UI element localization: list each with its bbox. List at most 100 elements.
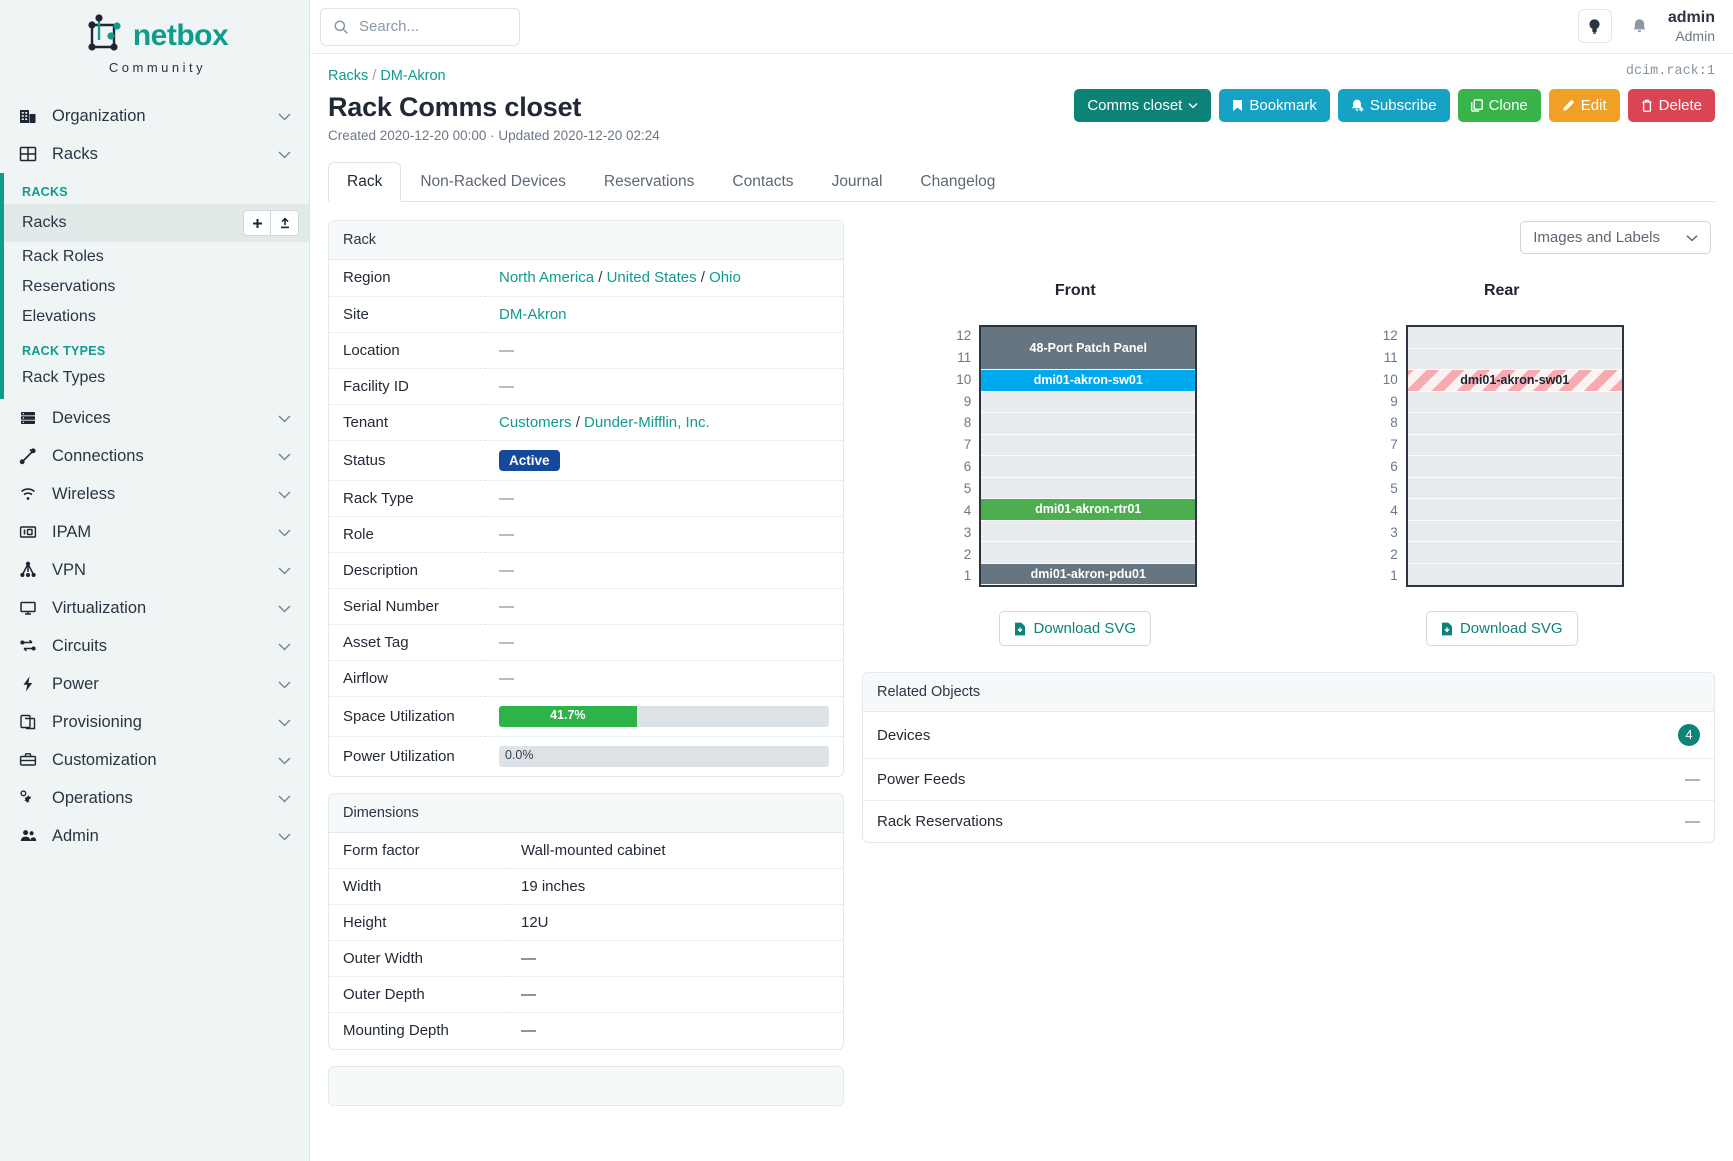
related-objects-card: Related Objects Devices 4 Power Feeds — …	[862, 672, 1715, 843]
breadcrumb-racks[interactable]: Racks	[328, 68, 369, 84]
rack-empty-unit[interactable]	[1408, 564, 1622, 586]
tenant-group-link[interactable]: Customers	[499, 413, 572, 431]
download-svg-rear-button[interactable]: Download SVG	[1425, 611, 1578, 646]
row-label: Serial Number	[343, 597, 439, 615]
tab-journal[interactable]: Journal	[831, 173, 883, 190]
wireless-icon	[18, 484, 38, 504]
chevron-down-icon	[278, 490, 291, 499]
rack-empty-unit[interactable]	[1407, 499, 1622, 521]
sidebar-group-ipam[interactable]: IPAM	[0, 513, 309, 551]
tab-contacts[interactable]: Contacts	[732, 173, 794, 190]
table-row: Form factor Wall-mounted cabinet	[329, 833, 843, 869]
chevron-down-icon	[278, 112, 291, 121]
rear-elevation-title: Rear	[1483, 282, 1520, 299]
elevation-view-select[interactable]: Images and Labels	[1520, 221, 1711, 254]
sidebar-group-connections[interactable]: Connections	[0, 437, 309, 475]
rack-empty-unit[interactable]	[1407, 435, 1622, 456]
sidebar-item-reservations[interactable]: Reservations	[4, 272, 309, 302]
rack-empty-unit[interactable]	[1407, 349, 1622, 370]
rack-empty-unit[interactable]	[981, 542, 1196, 564]
search-input[interactable]: Search...	[320, 7, 520, 46]
rack-empty-unit[interactable]	[981, 413, 1196, 435]
rack-empty-unit[interactable]	[981, 521, 1196, 542]
import-racks-button[interactable]	[271, 210, 299, 236]
theme-toggle-button[interactable]	[1577, 9, 1612, 44]
row-value: —	[485, 480, 843, 516]
subscribe-button[interactable]: Subscribe	[1337, 89, 1450, 122]
sidebar-item-rack-roles[interactable]: Rack Roles	[4, 242, 309, 272]
table-row[interactable]: Rack Reservations —	[863, 801, 1714, 843]
rack-device[interactable]: 48-Port Patch Panel	[981, 327, 1196, 370]
unit-number: 10	[956, 371, 972, 387]
download-svg-rear-label: Download SVG	[1459, 620, 1563, 637]
sidebar-group-label: Virtualization	[52, 598, 147, 617]
user-role: Admin	[1675, 27, 1715, 44]
brand-block[interactable]: netbox Community	[0, 0, 309, 83]
tab-reservations[interactable]: Reservations	[603, 173, 695, 190]
related-row-count: 4	[1505, 712, 1714, 759]
clone-button[interactable]: Clone	[1457, 89, 1541, 122]
rack-empty-unit[interactable]	[1407, 521, 1622, 542]
chevron-down-icon	[278, 604, 291, 613]
notifications-bell-icon[interactable]	[1626, 11, 1654, 41]
rack-device[interactable]: dmi01-akron-pdu01	[981, 563, 1196, 585]
rack-empty-unit[interactable]	[1407, 413, 1622, 435]
bookmark-button[interactable]: Bookmark	[1219, 89, 1330, 122]
region-link-2[interactable]: United States	[606, 269, 697, 287]
sidebar-group-racks[interactable]: Racks	[0, 135, 309, 173]
provisioning-icon	[18, 712, 38, 732]
sidebar-item-rack-types[interactable]: Rack Types	[4, 363, 309, 393]
table-row: Mounting Depth —	[329, 1013, 843, 1049]
rack-empty-unit[interactable]	[1407, 478, 1622, 499]
tenant-link[interactable]: Dunder-Mifflin, Inc.	[584, 413, 710, 431]
sidebar-group-virtualization[interactable]: Virtualization	[0, 589, 309, 627]
breadcrumb-site[interactable]: DM-Akron	[380, 68, 446, 84]
rack-empty-unit[interactable]	[981, 435, 1196, 456]
sidebar-group-provisioning[interactable]: Provisioning	[0, 703, 309, 741]
sidebar-group-vpn[interactable]: VPN	[0, 551, 309, 589]
sidebar-group-circuits[interactable]: Circuits	[0, 627, 309, 665]
sidebar-group-devices[interactable]: Devices	[0, 399, 309, 437]
table-row[interactable]: Devices 4	[863, 712, 1714, 759]
rear-elevation: Rear 12 11 10 9 8 7 6 5 4 3 2 1 dmi01-akron-sw01	[1380, 282, 1624, 646]
rack-empty-unit[interactable]	[981, 392, 1196, 413]
rack-empty-unit[interactable]	[1407, 456, 1622, 478]
rack-selector-dropdown[interactable]: Comms closet	[1074, 89, 1212, 122]
rack-empty-unit[interactable]	[1407, 327, 1622, 349]
rack-empty-unit[interactable]	[981, 456, 1196, 478]
space-utilization-fill	[499, 705, 637, 727]
sidebar-group-organization[interactable]: Organization	[0, 97, 309, 135]
rack-device[interactable]: dmi01-akron-sw01	[1407, 370, 1622, 392]
delete-button[interactable]: Delete	[1627, 89, 1715, 122]
content-columns: Rack Region North America / United State…	[328, 220, 1715, 1122]
edit-button[interactable]: Edit	[1548, 89, 1620, 122]
related-row-label: Rack Reservations	[877, 813, 1003, 830]
tab-rack[interactable]: Rack	[328, 162, 402, 202]
row-label: Asset Tag	[343, 633, 409, 651]
sidebar-group-wireless[interactable]: Wireless	[0, 475, 309, 513]
rack-empty-unit[interactable]	[1407, 392, 1622, 413]
table-row[interactable]: Power Feeds —	[863, 759, 1714, 801]
circuits-icon	[18, 636, 38, 656]
rack-empty-unit[interactable]	[1407, 542, 1622, 564]
sidebar-group-operations[interactable]: Operations	[0, 779, 309, 817]
tab-non-racked-devices[interactable]: Non-Racked Devices	[420, 173, 566, 190]
add-rack-button[interactable]	[243, 210, 271, 236]
rack-device[interactable]: dmi01-akron-sw01	[981, 370, 1196, 392]
sidebar-group-power[interactable]: Power	[0, 665, 309, 703]
sidebar-item-racks[interactable]: Racks	[4, 204, 309, 242]
unit-number: 5	[963, 481, 972, 497]
user-menu[interactable]: admin Admin	[1668, 9, 1715, 43]
region-link-1[interactable]: North America	[499, 269, 595, 287]
site-link[interactable]: DM-Akron	[499, 305, 567, 323]
sidebar-group-customization[interactable]: Customization	[0, 741, 309, 779]
rack-device[interactable]: dmi01-akron-rtr01	[981, 499, 1196, 521]
region-link-3[interactable]: Ohio	[709, 269, 741, 287]
download-svg-front-button[interactable]: Download SVG	[999, 611, 1152, 646]
sidebar-group-admin[interactable]: Admin	[0, 817, 309, 855]
operations-icon	[18, 788, 38, 808]
rear-rack-wrap: 12 11 10 9 8 7 6 5 4 3 2 1 dmi01-akron-sw01	[1380, 325, 1624, 587]
rack-empty-unit[interactable]	[981, 478, 1196, 499]
sidebar-item-elevations[interactable]: Elevations	[4, 302, 309, 332]
tab-changelog[interactable]: Changelog	[920, 173, 996, 190]
